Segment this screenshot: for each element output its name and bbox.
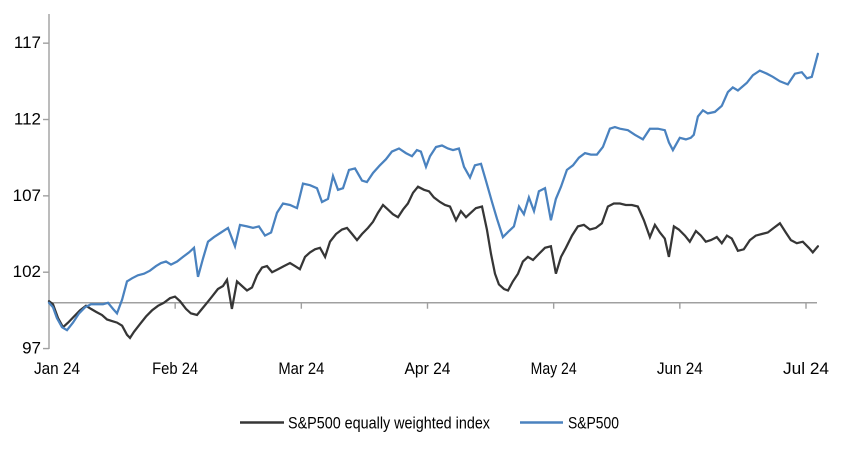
x-axis-tick-label: Jun 24 (657, 359, 703, 378)
series-line-equal-weight (47, 185, 820, 340)
y-axis-tick-label: 102 (13, 262, 41, 281)
legend: S&P500 equally weighted index S&P500 (240, 414, 619, 433)
y-axis-tick-label: 107 (13, 186, 41, 205)
series-line-sp500 (47, 52, 820, 332)
x-axis-tick-label: Mar 24 (278, 359, 324, 378)
legend-label-equal-weight: S&P500 equally weighted index (288, 414, 490, 433)
y-axis-tick-label: 97 (22, 339, 41, 358)
series-lines (47, 52, 820, 340)
axes: 97 102 107 112 117 Jan 24 Feb 24 Mar 24 Apr 24 Ma… (13, 14, 829, 378)
x-axis-tick-label: Jul 24 (783, 359, 829, 378)
y-axis-tick-label: 112 (14, 110, 41, 129)
x-axis-tick-label: Apr 24 (405, 359, 451, 378)
x-axis-tick-label: Jan 24 (34, 359, 80, 378)
x-axis-tick-label: Feb 24 (152, 359, 198, 378)
y-axis-tick-label: 117 (14, 33, 41, 52)
x-axis-tick-label: May 24 (531, 359, 577, 378)
legend-label-sp500: S&P500 (568, 414, 619, 433)
